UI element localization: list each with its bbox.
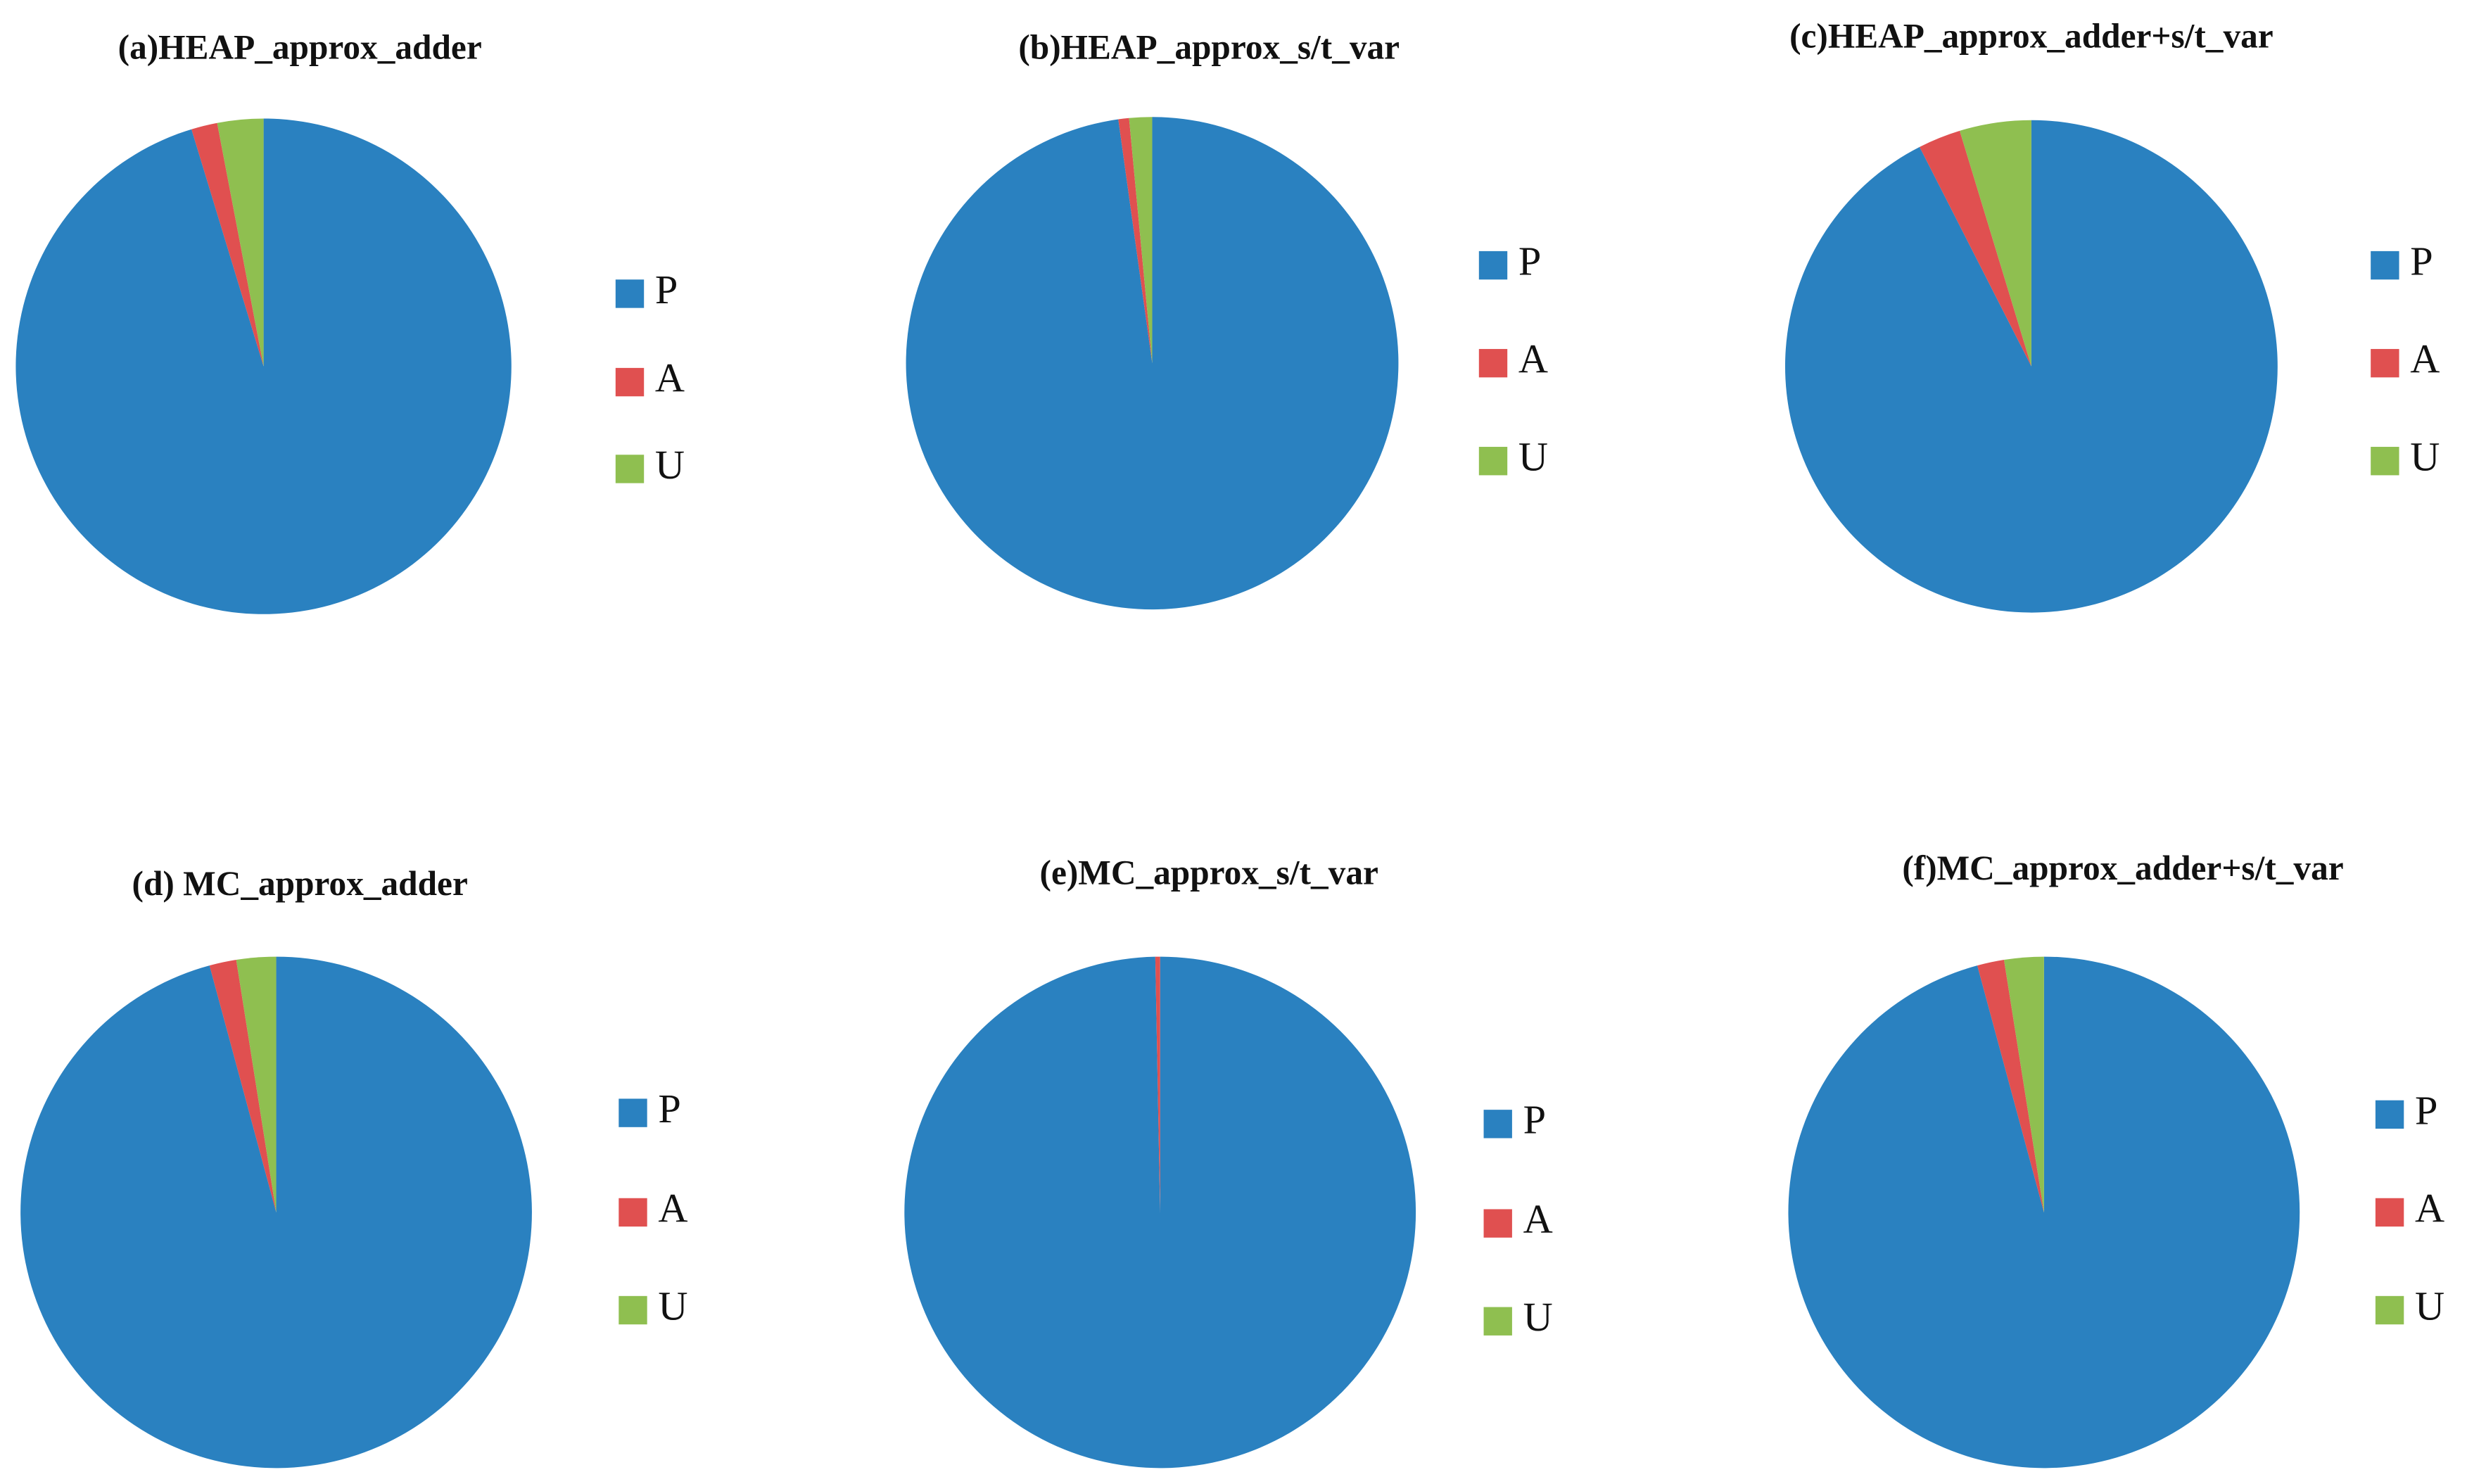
- pie-slice: [209, 960, 277, 1212]
- legend-swatch: [2371, 348, 2399, 378]
- legend-swatch: [2375, 1100, 2404, 1129]
- pie-slice: [1788, 956, 2300, 1469]
- legend-label: P: [2415, 1087, 2437, 1133]
- pie-slice: [1118, 118, 1153, 364]
- legend-swatch: [615, 367, 645, 397]
- legend-swatch: [1478, 250, 1508, 280]
- legend-swatch: [1483, 1307, 1512, 1336]
- chart-title: (d) MC_approx_adder: [132, 864, 468, 903]
- legend-swatch: [2375, 1198, 2404, 1227]
- legend-label: A: [2410, 336, 2440, 382]
- chart-title: (a)HEAP_approx_adder: [118, 27, 482, 66]
- chart-title: (c)HEAP_approx_adder+s/t_var: [1789, 17, 2273, 56]
- legend-swatch: [1483, 1209, 1512, 1238]
- pie-slice: [1920, 130, 2031, 367]
- legend-swatch: [1483, 1110, 1512, 1139]
- legend-label: A: [2415, 1185, 2444, 1231]
- legend-label: U: [655, 442, 685, 488]
- pie-slice: [217, 118, 264, 367]
- pie-slice: [15, 118, 512, 614]
- legend-label: A: [655, 355, 685, 400]
- chart-title: (b)HEAP_approx_s/t_var: [1018, 27, 1400, 66]
- legend-label: P: [1518, 238, 1541, 284]
- legend-label: U: [2415, 1283, 2444, 1328]
- legend-swatch: [619, 1098, 647, 1127]
- legend-swatch: [1478, 447, 1508, 476]
- legend-label: U: [2410, 434, 2440, 480]
- pie-slice: [1155, 956, 1160, 1212]
- pie-slice: [1977, 960, 2044, 1212]
- legend-swatch: [1478, 348, 1508, 378]
- pie-slice: [191, 122, 264, 367]
- legend-label: A: [658, 1185, 687, 1231]
- legend-swatch: [2371, 250, 2399, 280]
- legend-label: U: [658, 1283, 687, 1328]
- legend-label: P: [2410, 238, 2433, 284]
- legend-label: A: [1523, 1196, 1553, 1242]
- legend-swatch: [2375, 1295, 2404, 1325]
- pie-slice: [1129, 117, 1153, 364]
- pie-slice: [236, 956, 277, 1212]
- chart-title: (e)MC_approx_s/t_var: [1040, 853, 1378, 892]
- legend-label: P: [658, 1086, 680, 1131]
- legend-swatch: [619, 1198, 647, 1227]
- legend-label: P: [1523, 1097, 1546, 1143]
- pie-slice: [1784, 120, 2278, 613]
- legend-label: U: [1518, 434, 1548, 480]
- legend-label: U: [1523, 1294, 1553, 1340]
- pie-slice: [20, 956, 532, 1469]
- pie-slice: [2003, 956, 2044, 1212]
- legend-swatch: [615, 455, 645, 483]
- pie-slice: [906, 117, 1399, 610]
- legend-swatch: [2371, 447, 2399, 476]
- legend-swatch: [619, 1295, 647, 1325]
- legend-swatch: [615, 279, 645, 308]
- pie-slice: [904, 956, 1416, 1469]
- chart-title: (f)MC_approx_adder+s/t_var: [1902, 849, 2343, 887]
- legend-label: A: [1518, 336, 1548, 382]
- pie-slice: [1960, 120, 2031, 367]
- legend-label: P: [655, 267, 678, 312]
